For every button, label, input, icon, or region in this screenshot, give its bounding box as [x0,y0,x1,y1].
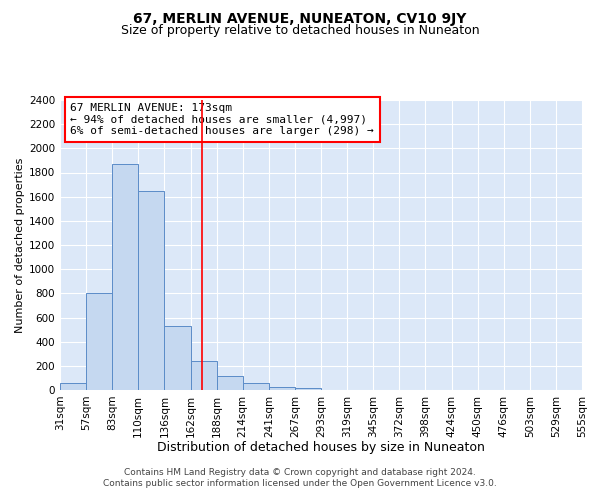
Text: Size of property relative to detached houses in Nuneaton: Size of property relative to detached ho… [121,24,479,37]
Bar [295,388,321,390]
Bar [164,326,191,390]
Bar [139,190,164,390]
X-axis label: Distribution of detached houses by size in Nuneaton: Distribution of detached houses by size … [157,441,485,454]
Bar [86,294,112,390]
Text: Contains HM Land Registry data © Crown copyright and database right 2024.
Contai: Contains HM Land Registry data © Crown c… [103,468,497,487]
Bar [269,387,295,390]
Bar [217,376,243,390]
Text: 67, MERLIN AVENUE, NUNEATON, CV10 9JY: 67, MERLIN AVENUE, NUNEATON, CV10 9JY [133,12,467,26]
Bar [243,384,269,390]
Text: 67 MERLIN AVENUE: 173sqm
← 94% of detached houses are smaller (4,997)
6% of semi: 67 MERLIN AVENUE: 173sqm ← 94% of detach… [70,103,374,136]
Bar [191,361,217,390]
Bar [112,164,139,390]
Y-axis label: Number of detached properties: Number of detached properties [15,158,25,332]
Bar [60,384,86,390]
